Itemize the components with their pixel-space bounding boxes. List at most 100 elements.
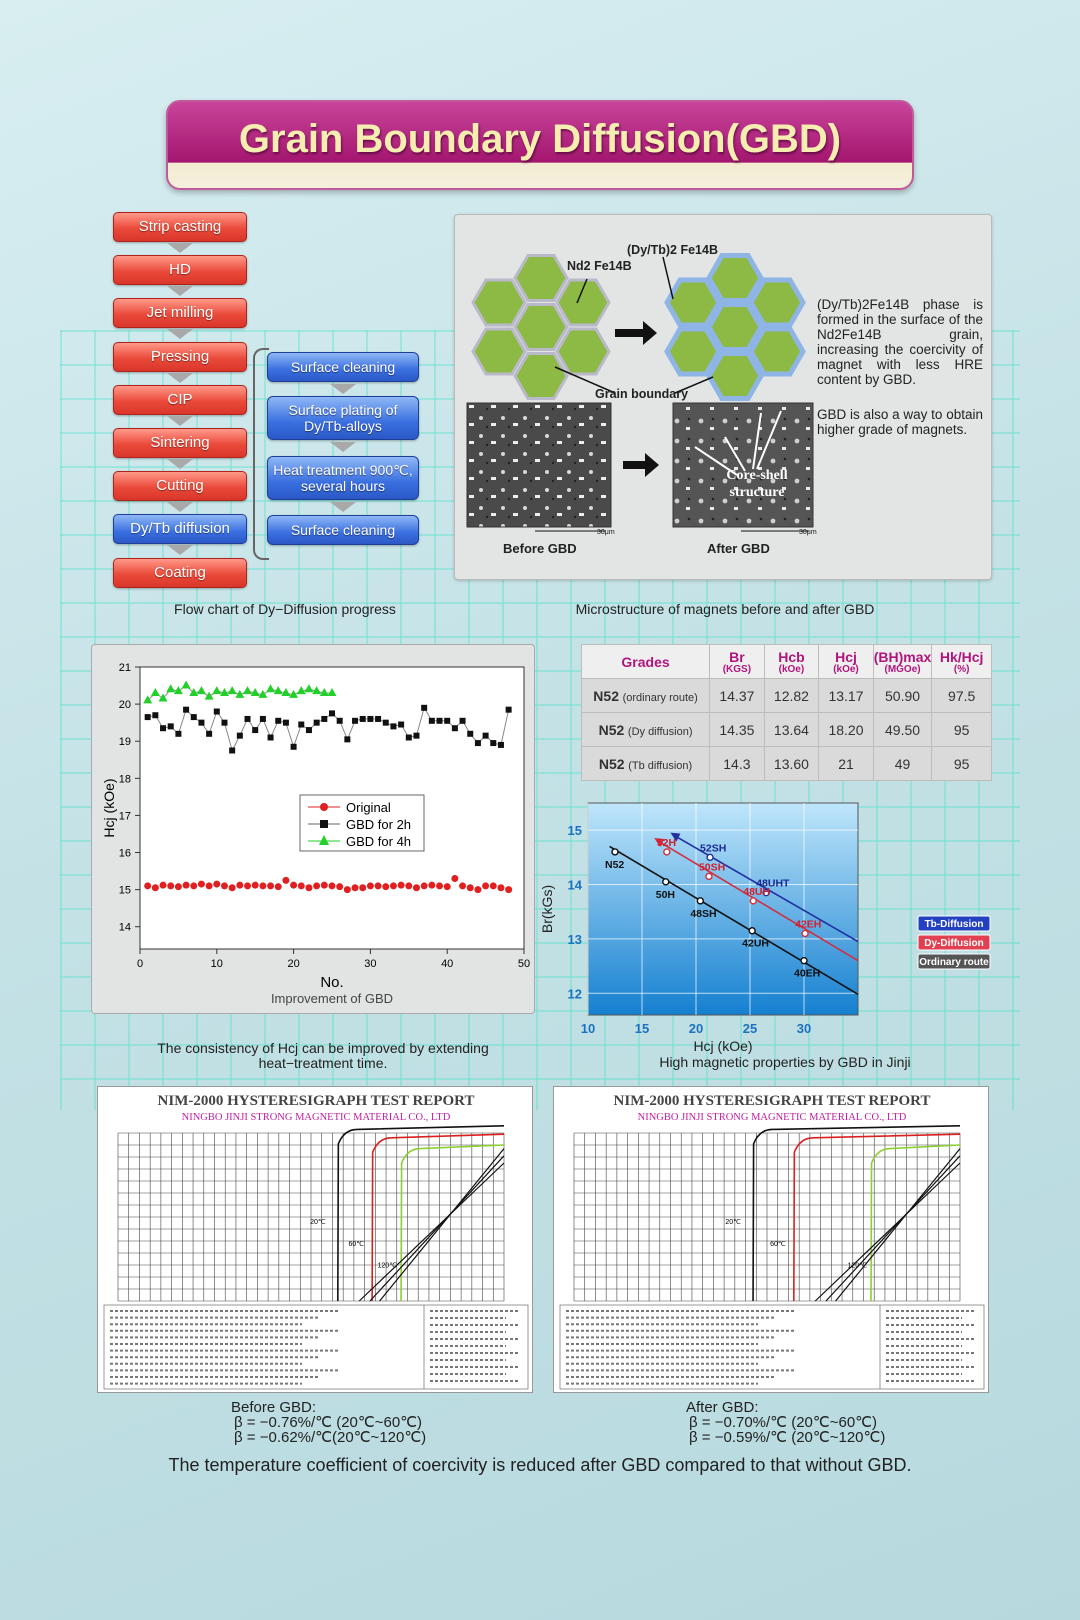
data-point <box>421 704 428 711</box>
data-point <box>219 687 229 696</box>
data-point <box>482 882 490 890</box>
value-cell: 12.82 <box>763 678 820 713</box>
x-tick-label: 25 <box>743 1021 757 1036</box>
data-point <box>259 715 266 722</box>
data-point <box>436 717 443 724</box>
microstructure-panel: Nd2 Fe14B (Dy/Tb)2 Fe14B Grain boundary … <box>454 214 992 580</box>
diffusion-sub-step: Heat treatment 900℃, several hours <box>267 456 419 500</box>
flow-arrow-icon <box>167 545 193 556</box>
core-shell-label: Core-shell structure <box>726 468 788 500</box>
gbd-description-2: GBD is also a way to obtain higher grade… <box>817 407 983 437</box>
table-header-cell: Hcj (kOe) <box>818 644 874 679</box>
y-tick-label: 13 <box>568 932 582 947</box>
before-gbd-label: Before GBD <box>503 541 577 556</box>
chart-subtitle: Improvement of GBD <box>271 991 393 1006</box>
load-line <box>814 1162 961 1302</box>
series-line <box>673 834 859 943</box>
data-point <box>281 687 291 696</box>
table-row: N52 (ordinary route) 14.37 12.82 13.17 50.90… <box>580 678 992 713</box>
process-arrow-icon <box>623 453 659 477</box>
grade-point <box>749 897 757 905</box>
data-point <box>296 686 306 695</box>
header-unit: (KGS) <box>722 663 752 675</box>
data-point <box>144 714 151 721</box>
x-tick-label: 20 <box>689 1021 703 1036</box>
grain-hex-icon <box>471 327 527 376</box>
legend-label: Dy-Diffusion <box>924 938 983 949</box>
x-tick-label: 30 <box>797 1021 811 1036</box>
flow-step: Jet milling <box>113 298 247 329</box>
grain-hex-icon <box>513 303 569 351</box>
flow-step: Coating <box>113 557 247 588</box>
y-tick-label: 21 <box>119 662 131 674</box>
value-cell: 21 <box>818 746 874 781</box>
curve-temperature-label: 120℃ <box>378 1262 398 1269</box>
after-gbd-caption-title: After GBD: <box>686 1399 759 1416</box>
demagnetization-curve <box>371 1133 505 1302</box>
coated-grain-hex-icon <box>706 351 764 401</box>
data-point <box>244 715 251 722</box>
data-point <box>229 747 236 754</box>
data-point <box>236 881 244 889</box>
y-tick-label: 16 <box>119 848 131 860</box>
data-point <box>451 875 459 882</box>
load-line <box>379 1148 505 1302</box>
flow-arrow-icon <box>167 329 193 340</box>
hcj-chart: 0 10 20 30 40 50 14 15 16 17 18 19 20 21 No.Improvemen… <box>101 662 530 1006</box>
data-point <box>382 719 389 726</box>
data-point <box>175 730 182 737</box>
data-point <box>205 882 213 890</box>
after-beta-1: β = −0.70%/℃ (20℃~60℃) <box>689 1414 878 1431</box>
coated-grain-hex-icon <box>748 326 806 377</box>
data-point <box>250 687 260 696</box>
value-cell: 49 <box>872 746 933 781</box>
report-title: NIM-2000 HYSTERESIGRAPH TEST REPORT <box>158 1093 475 1109</box>
data-point <box>289 689 299 698</box>
grain-hex-icon <box>555 327 611 376</box>
hcj-chart-panel: 0 10 20 30 40 50 14 15 16 17 18 19 20 21 No. Improvemen… <box>91 644 535 1014</box>
flow-arrow-icon <box>330 502 356 512</box>
legend-chip <box>917 915 991 932</box>
data-point <box>166 684 176 693</box>
table-header-cell: (BH)max (MGOe) <box>872 644 933 679</box>
grade-route: (Dy diffusion) <box>627 725 693 738</box>
arrow-head-icon <box>654 838 665 848</box>
data-point <box>436 882 444 890</box>
data-point <box>374 882 382 890</box>
report-company: NINGBO JINJI STRONG MAGNETIC MATERIAL CO… <box>638 1112 907 1123</box>
legend-chip <box>917 953 991 970</box>
header-unit: (kOe) <box>833 663 859 675</box>
data-point <box>252 727 259 734</box>
grade-point <box>706 853 714 862</box>
y-tick-label: 14 <box>568 878 583 893</box>
data-point <box>443 883 451 891</box>
data-point <box>420 882 428 890</box>
data-point <box>444 717 451 724</box>
data-point <box>267 882 275 890</box>
y-axis-label: Br(kGs) <box>540 885 555 933</box>
legend-label: GBD for 2h <box>346 817 411 832</box>
data-point <box>375 715 382 722</box>
value-cell: 14.3 <box>709 746 765 781</box>
legend-label: Original <box>346 800 391 815</box>
before-beta-2: β = −0.62%/℃(20℃~120℃) <box>234 1429 427 1446</box>
value-cell: 97.5 <box>931 678 992 713</box>
flow-step: Dy/Tb diffusion <box>113 514 247 545</box>
value-cell: 49.50 <box>872 712 933 747</box>
data-point <box>451 725 458 732</box>
y-axis-label: Hcj (kOe) <box>101 778 117 837</box>
data-point <box>382 883 390 891</box>
data-point <box>497 884 505 892</box>
data-point <box>159 881 167 889</box>
grade-point <box>800 956 808 965</box>
flow-step: CIP <box>113 384 247 415</box>
legend-label: GBD for 4h <box>346 834 411 849</box>
grain-hex-icon <box>471 278 527 327</box>
data-point <box>351 884 359 892</box>
coated-grain-hex-icon <box>748 277 806 328</box>
data-point <box>158 693 168 702</box>
legend-chip <box>917 934 991 951</box>
data-point <box>328 882 336 890</box>
grade-chart-caption: High magnetic properties by GBD in Jinji <box>659 1054 911 1070</box>
data-point <box>459 717 466 724</box>
